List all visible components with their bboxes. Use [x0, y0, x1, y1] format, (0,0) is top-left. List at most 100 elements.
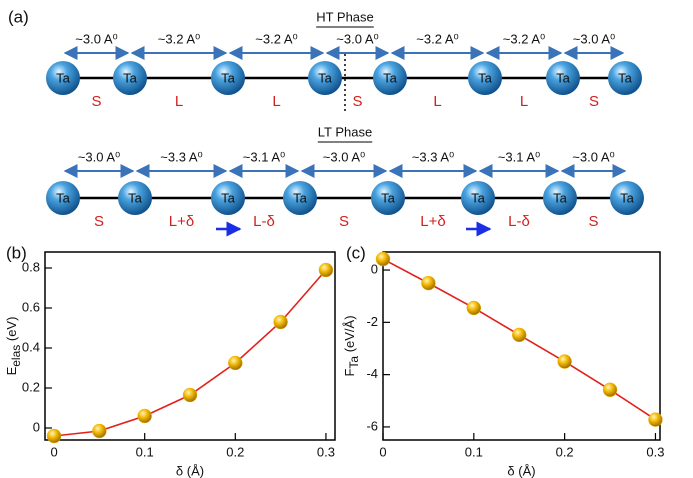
- bond-label: S: [339, 213, 349, 230]
- atom: [468, 61, 502, 95]
- atom-label: Ta: [293, 190, 308, 205]
- x-tick-label: 0.2: [556, 444, 574, 459]
- atom-label: Ta: [381, 190, 396, 205]
- atom: [543, 181, 577, 215]
- data-point: [557, 354, 572, 369]
- distance-label: ~3.0 A⁰: [78, 149, 120, 164]
- panel-label: (a): [8, 7, 29, 26]
- y-label-main: E: [4, 366, 19, 375]
- y-label-unit: (eV/Å): [342, 315, 357, 355]
- atom-label: Ta: [318, 70, 333, 85]
- atom: [118, 181, 152, 215]
- data-point: [466, 300, 482, 316]
- plot-frame: [382, 251, 661, 441]
- data-line: [53, 269, 327, 437]
- x-tick-label: 0: [50, 444, 57, 459]
- distance-label: ~3.0 A⁰: [75, 31, 117, 46]
- bond-label: S: [94, 213, 104, 230]
- y-tick-label: -2: [366, 314, 378, 329]
- data-point: [228, 355, 243, 371]
- distance-label: ~3.2 A⁰: [158, 31, 200, 46]
- atom: [46, 61, 80, 95]
- y-tick-label: 0.6: [22, 299, 40, 314]
- phase-title: HT Phase: [316, 9, 374, 24]
- atom: [610, 181, 644, 215]
- bond-label: L-δ: [253, 213, 275, 230]
- distance-label: ~3.0 A⁰: [323, 149, 365, 164]
- atom: [211, 181, 245, 215]
- plot-frame: [44, 251, 336, 441]
- distance-label: ~3.0 A⁰: [573, 31, 615, 46]
- atom-label: Ta: [123, 70, 138, 85]
- x-axis-label: δ (Å): [507, 463, 535, 478]
- y-tick-label: 0.4: [22, 339, 40, 354]
- atom: [308, 61, 342, 95]
- atom: [461, 181, 495, 215]
- bond-label: S: [589, 93, 599, 110]
- distance-label: ~3.2 A⁰: [255, 31, 297, 46]
- y-tick-label: 0.2: [22, 379, 40, 394]
- bond-label: L-δ: [508, 213, 530, 230]
- data-point: [648, 412, 663, 427]
- y-label-main: F: [342, 369, 357, 377]
- distance-label: ~3.0 A⁰: [572, 149, 614, 164]
- x-tick-label: 0.1: [136, 444, 154, 459]
- atom: [546, 61, 580, 95]
- data-point: [602, 382, 618, 398]
- bond-label: L: [433, 93, 441, 110]
- y-tick-label: 0.8: [22, 259, 40, 274]
- atom: [283, 181, 317, 215]
- bond-label: S: [588, 213, 598, 230]
- atom-label: Ta: [56, 70, 71, 85]
- data-point: [92, 423, 107, 439]
- data-point: [421, 275, 436, 291]
- atom-label: Ta: [221, 70, 236, 85]
- atom: [608, 61, 642, 95]
- atom-label: Ta: [620, 190, 635, 205]
- atom-label: Ta: [383, 70, 398, 85]
- data-point: [318, 262, 334, 278]
- y-tick-label: -6: [366, 418, 378, 433]
- y-tick-label: -4: [366, 366, 378, 381]
- y-label-unit: (eV): [4, 317, 19, 345]
- y-axis-label: FTa (eV/Å): [342, 315, 361, 376]
- x-tick-label: 0.3: [317, 444, 335, 459]
- bond-label: L: [520, 93, 528, 110]
- data-point: [375, 251, 391, 267]
- bond-label: S: [91, 93, 101, 110]
- atom: [373, 61, 407, 95]
- atom-label: Ta: [221, 190, 236, 205]
- bond-label: L: [175, 93, 183, 110]
- y-label-sub: Ta: [347, 356, 361, 369]
- atom-label: Ta: [618, 70, 633, 85]
- atom-label: Ta: [128, 190, 143, 205]
- atom-label: Ta: [478, 70, 493, 85]
- bond-label: L+δ: [169, 213, 194, 230]
- atom: [113, 61, 147, 95]
- atom-label: Ta: [56, 190, 71, 205]
- distance-label: ~3.1 A⁰: [498, 149, 540, 164]
- y-tick-label: 0: [371, 261, 378, 276]
- y-axis-label: Eelas (eV): [4, 317, 23, 376]
- atom: [46, 181, 80, 215]
- x-tick-label: 0.2: [226, 444, 244, 459]
- panel-label: (b): [6, 243, 27, 262]
- x-tick-label: 0.3: [646, 444, 664, 459]
- y-label-sub: elas: [9, 345, 23, 367]
- data-point: [511, 327, 527, 343]
- data-point: [273, 314, 288, 330]
- distance-label: ~3.0 A⁰: [336, 31, 378, 46]
- atom-label: Ta: [553, 190, 568, 205]
- x-tick-label: 0.1: [465, 444, 483, 459]
- distance-label: ~3.3 A⁰: [160, 149, 202, 164]
- bond-label: L+δ: [420, 213, 445, 230]
- atom-label: Ta: [471, 190, 486, 205]
- y-tick-label: 0: [33, 419, 40, 434]
- distance-label: ~3.2 A⁰: [503, 31, 545, 46]
- data-point: [46, 428, 62, 444]
- phase-title: LT Phase: [318, 124, 372, 139]
- atom: [211, 61, 245, 95]
- distance-label: ~3.2 A⁰: [416, 31, 458, 46]
- atom: [371, 181, 405, 215]
- bond-label: L: [272, 93, 280, 110]
